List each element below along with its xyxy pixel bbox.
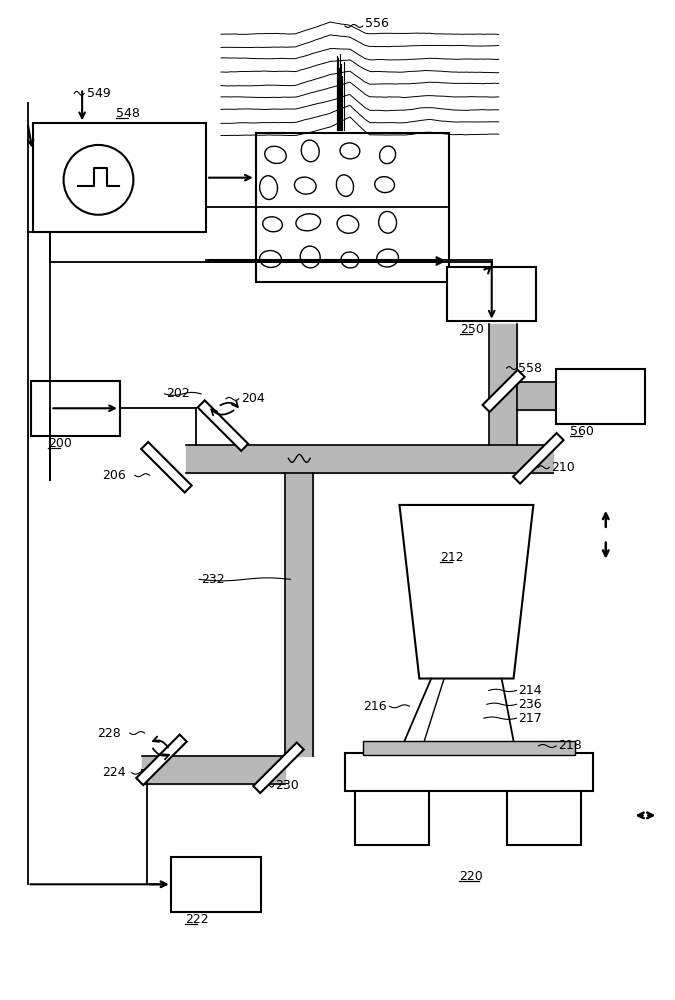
- Text: 560: 560: [570, 425, 593, 438]
- Bar: [345, 753, 593, 791]
- Ellipse shape: [379, 211, 396, 233]
- Text: 204: 204: [241, 392, 265, 405]
- Text: 210: 210: [551, 461, 575, 474]
- Text: 212: 212: [439, 551, 463, 564]
- Text: 202: 202: [167, 387, 190, 400]
- Polygon shape: [253, 743, 304, 793]
- Text: 224: 224: [102, 766, 126, 779]
- Text: 214: 214: [518, 684, 542, 697]
- Text: 206: 206: [102, 469, 126, 482]
- Ellipse shape: [294, 177, 316, 194]
- Ellipse shape: [301, 140, 319, 162]
- Polygon shape: [513, 433, 564, 484]
- Ellipse shape: [336, 175, 354, 196]
- Ellipse shape: [296, 214, 321, 231]
- Text: 228: 228: [97, 727, 121, 740]
- Ellipse shape: [260, 251, 281, 267]
- Polygon shape: [198, 400, 248, 451]
- Ellipse shape: [379, 146, 396, 164]
- Ellipse shape: [260, 176, 277, 199]
- Circle shape: [63, 145, 134, 215]
- Text: 236: 236: [518, 698, 542, 711]
- Text: 232: 232: [201, 573, 225, 586]
- Ellipse shape: [265, 146, 286, 163]
- Ellipse shape: [340, 143, 360, 159]
- Bar: [556, 369, 645, 424]
- Ellipse shape: [300, 246, 320, 268]
- Polygon shape: [141, 442, 192, 493]
- Text: 548: 548: [116, 107, 140, 120]
- Ellipse shape: [263, 217, 282, 232]
- Ellipse shape: [377, 249, 398, 267]
- Bar: [447, 267, 537, 321]
- Text: 217: 217: [518, 712, 542, 725]
- Ellipse shape: [337, 215, 358, 233]
- Bar: [256, 133, 449, 282]
- Text: 549: 549: [87, 87, 111, 100]
- Bar: [507, 791, 581, 845]
- Text: 230: 230: [275, 779, 299, 792]
- Ellipse shape: [341, 252, 358, 268]
- Text: 218: 218: [558, 739, 582, 752]
- Bar: [30, 381, 119, 436]
- Text: 250: 250: [460, 323, 485, 336]
- Text: 220: 220: [459, 870, 483, 883]
- Text: 216: 216: [362, 700, 386, 713]
- Text: 200: 200: [49, 437, 72, 450]
- Polygon shape: [400, 505, 533, 679]
- Polygon shape: [136, 735, 187, 785]
- Text: 222: 222: [185, 913, 209, 926]
- Ellipse shape: [375, 177, 394, 193]
- Text: 558: 558: [518, 362, 543, 375]
- Bar: [32, 123, 206, 232]
- Text: 556: 556: [364, 17, 389, 30]
- Bar: [171, 857, 261, 912]
- Bar: [362, 741, 575, 755]
- Polygon shape: [483, 370, 524, 412]
- Bar: [355, 791, 429, 845]
